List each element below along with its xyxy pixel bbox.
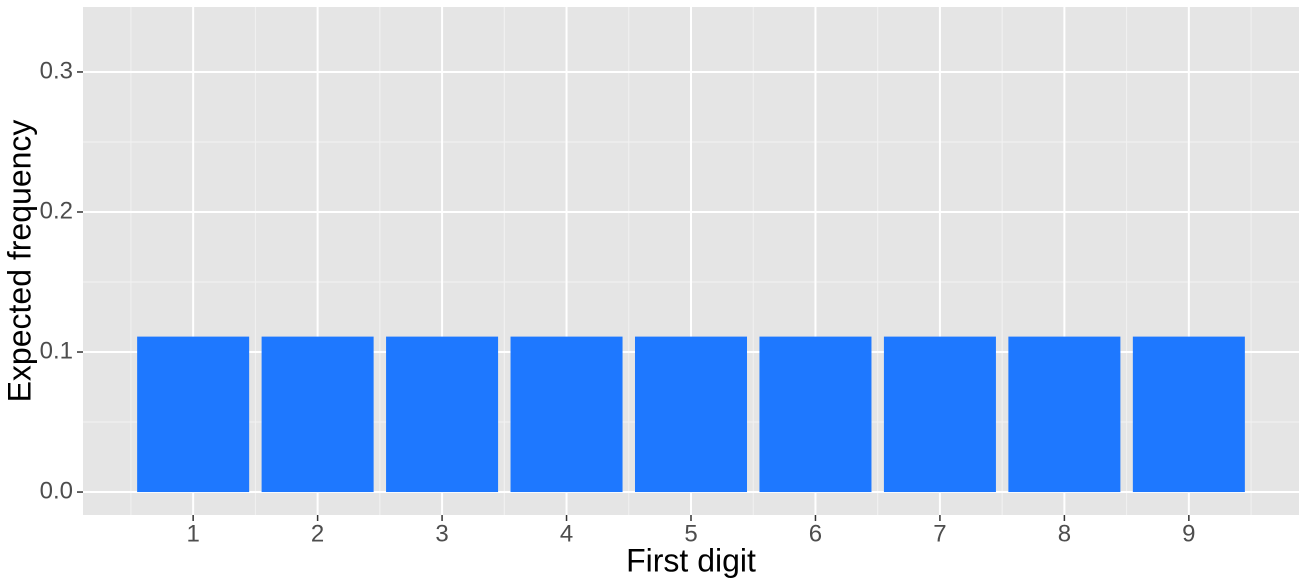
x-tick-label: 6 bbox=[809, 520, 822, 547]
x-axis-title: First digit bbox=[626, 542, 756, 578]
bar bbox=[759, 336, 872, 493]
bar bbox=[510, 336, 623, 493]
x-tick-label: 3 bbox=[435, 520, 448, 547]
x-tick-label: 2 bbox=[311, 520, 324, 547]
bar bbox=[137, 336, 250, 493]
x-tick-label: 1 bbox=[186, 520, 199, 547]
bar bbox=[634, 336, 748, 493]
x-tick-label: 9 bbox=[1182, 520, 1195, 547]
bar bbox=[1132, 336, 1245, 493]
x-tick-label: 4 bbox=[560, 520, 573, 547]
y-tick-label: 0.3 bbox=[40, 57, 73, 84]
bar bbox=[261, 336, 374, 493]
y-tick-label: 0.1 bbox=[40, 337, 73, 364]
y-tick-label: 0.2 bbox=[40, 197, 73, 224]
x-tick-label: 5 bbox=[684, 520, 697, 547]
x-tick-label: 7 bbox=[933, 520, 946, 547]
bar bbox=[883, 336, 996, 493]
y-tick-label: 0.0 bbox=[40, 477, 73, 504]
bar bbox=[386, 336, 499, 493]
bar bbox=[1008, 336, 1121, 493]
y-axis-title: Expected frequency bbox=[1, 120, 37, 403]
x-tick-label: 8 bbox=[1058, 520, 1071, 547]
